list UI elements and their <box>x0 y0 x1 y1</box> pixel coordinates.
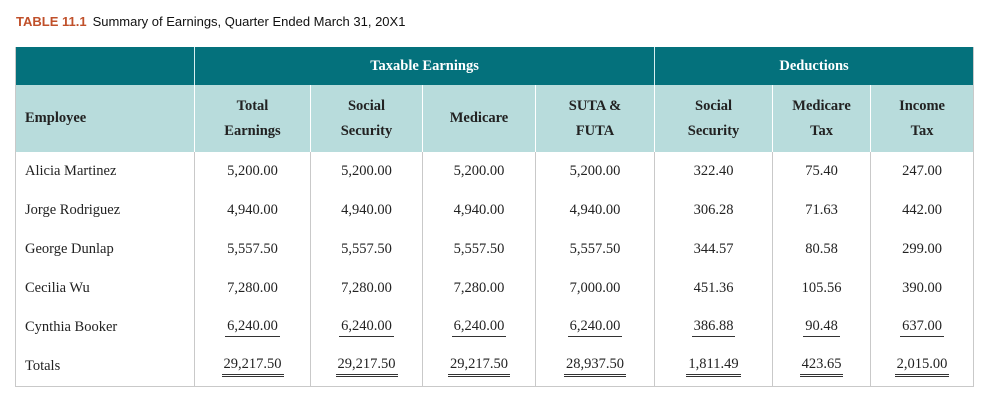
totals-label: Totals <box>25 358 61 374</box>
employee-header: Employee <box>15 85 195 152</box>
cell-medicare-tax: 90.48 <box>772 308 871 347</box>
cell-medicare-tax: 80.58 <box>772 230 871 269</box>
table-title: Summary of Earnings, Quarter Ended March… <box>92 14 406 29</box>
cell-social-security-deduction: 344.57 <box>654 230 773 269</box>
cell-medicare: 7,280.00 <box>422 269 536 308</box>
table-row: Alicia Martinez 5,200.00 5,200.00 5,200.… <box>16 152 974 191</box>
table-row: George Dunlap 5,557.50 5,557.50 5,557.50… <box>16 230 974 269</box>
cell-medicare-tax: 71.63 <box>772 191 871 230</box>
cell-social-security: 5,557.50 <box>310 230 423 269</box>
cell-income-tax: 637.00 <box>870 308 974 347</box>
employee-name: Cynthia Booker <box>25 319 118 335</box>
cell-social-security-deduction: 306.28 <box>654 191 773 230</box>
column-header-row: Employee Total Earnings Social Security Me… <box>15 85 974 152</box>
cell-total-earnings: 6,240.00 <box>194 308 311 347</box>
earnings-summary-table: Taxable Earnings Deductions Employee Tot… <box>15 47 975 387</box>
cell-suta-futa: 7,000.00 <box>534 269 655 308</box>
table-row: Jorge Rodriguez 4,940.00 4,940.00 4,940.… <box>16 191 974 230</box>
cell-total-earnings: 7,280.00 <box>194 269 311 308</box>
cell-medicare-tax: 75.40 <box>772 152 871 191</box>
cell-income-tax: 299.00 <box>870 230 974 269</box>
cell-social-security-deduction: 322.40 <box>654 152 773 191</box>
social-security-header: Social Security <box>310 85 423 152</box>
cell-total-earnings: 5,557.50 <box>194 230 311 269</box>
cell-medicare: 6,240.00 <box>422 308 536 347</box>
cell-medicare: 4,940.00 <box>422 191 536 230</box>
suta-futa-header: SUTA & FUTA <box>534 85 655 152</box>
group-header-blank <box>15 47 195 85</box>
totals-row: Totals 29,217.50 29,217.50 29,217.50 28,… <box>16 347 974 387</box>
cell-social-security: 5,200.00 <box>310 152 423 191</box>
cell-suta-futa: 5,557.50 <box>534 230 655 269</box>
cell-suta-futa: 5,200.00 <box>534 152 655 191</box>
cell-income-tax: 390.00 <box>870 269 974 308</box>
total-total-earnings: 29,217.50 <box>194 347 311 387</box>
cell-suta-futa: 4,940.00 <box>534 191 655 230</box>
income-tax-header: Income Tax <box>870 85 974 152</box>
employee-name: Jorge Rodriguez <box>25 202 121 218</box>
cell-social-security-deduction: 386.88 <box>654 308 773 347</box>
employee-name: Alicia Martinez <box>25 163 117 179</box>
medicare-tax-header: Medicare Tax <box>772 85 871 152</box>
taxable-earnings-header: Taxable Earnings <box>193 47 655 85</box>
employee-name: Cecilia Wu <box>25 280 90 296</box>
cell-suta-futa: 6,240.00 <box>534 308 655 347</box>
total-suta-futa: 28,937.50 <box>534 347 655 387</box>
cell-medicare-tax: 105.56 <box>772 269 871 308</box>
deductions-header: Deductions <box>654 47 974 85</box>
cell-total-earnings: 5,200.00 <box>194 152 311 191</box>
deduction-social-security-header: Social Security <box>654 85 773 152</box>
cell-total-earnings: 4,940.00 <box>194 191 311 230</box>
group-header-row: Taxable Earnings Deductions <box>15 47 974 85</box>
cell-income-tax: 442.00 <box>870 191 974 230</box>
total-social-security: 29,217.50 <box>310 347 423 387</box>
cell-income-tax: 247.00 <box>870 152 974 191</box>
table-row: Cecilia Wu 7,280.00 7,280.00 7,280.00 7,… <box>16 269 974 308</box>
total-medicare-tax: 423.65 <box>772 347 871 387</box>
total-income-tax: 2,015.00 <box>870 347 974 387</box>
cell-social-security: 7,280.00 <box>310 269 423 308</box>
employee-name: George Dunlap <box>25 241 114 257</box>
cell-social-security: 4,940.00 <box>310 191 423 230</box>
medicare-header: Medicare <box>422 85 536 152</box>
total-earnings-header: Total Earnings <box>194 85 311 152</box>
cell-medicare: 5,200.00 <box>422 152 536 191</box>
table-number: TABLE 11.1 <box>16 14 87 29</box>
cell-medicare: 5,557.50 <box>422 230 536 269</box>
cell-social-security: 6,240.00 <box>310 308 423 347</box>
table-caption: TABLE 11.1 Summary of Earnings, Quarter E… <box>16 14 405 29</box>
total-medicare: 29,217.50 <box>422 347 536 387</box>
cell-social-security-deduction: 451.36 <box>654 269 773 308</box>
table-row: Cynthia Booker 6,240.00 6,240.00 6,240.0… <box>16 308 974 347</box>
total-social-security-deduction: 1,811.49 <box>654 347 773 387</box>
